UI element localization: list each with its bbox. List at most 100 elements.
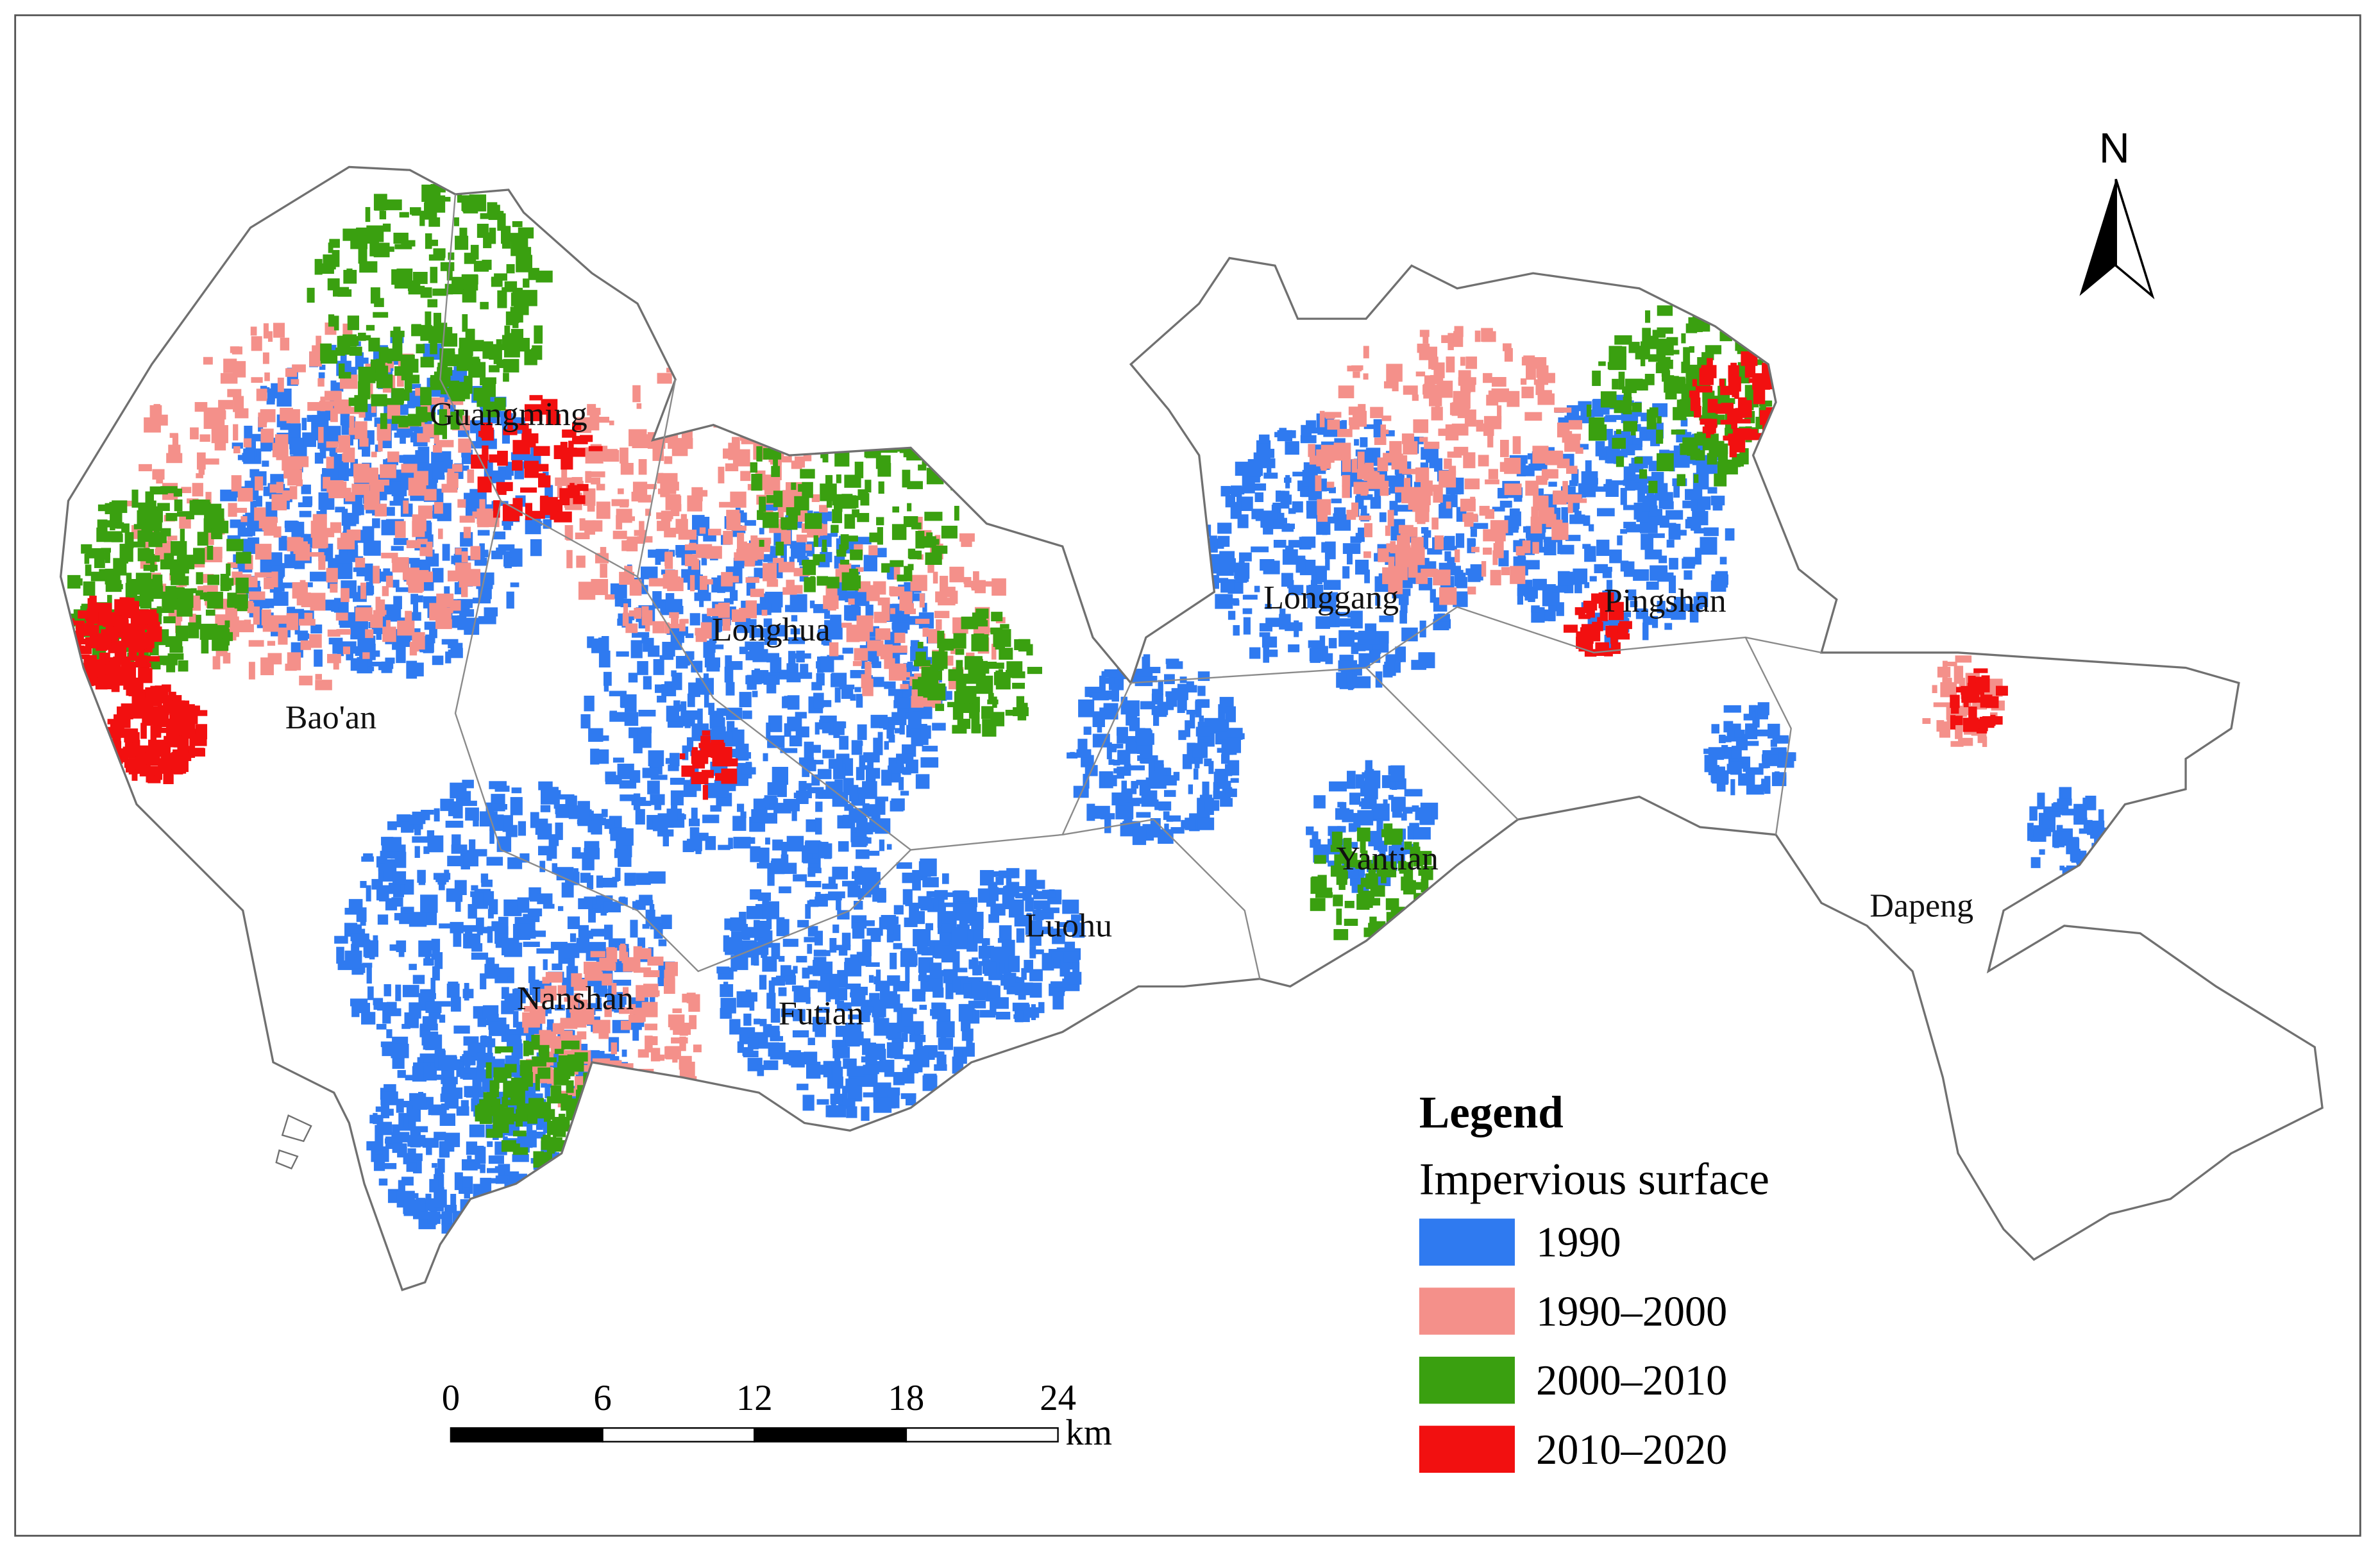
land-cover-patch: [919, 593, 925, 608]
land-cover-patch: [1757, 702, 1769, 716]
land-cover-patch: [307, 287, 315, 303]
land-cover-patch: [1319, 410, 1325, 428]
land-cover-patch: [564, 943, 580, 959]
land-cover-patch: [1716, 766, 1726, 778]
land-cover-patch: [1379, 616, 1394, 623]
land-cover-patch: [540, 805, 551, 812]
land-cover-patch: [670, 778, 685, 785]
land-cover-patch: [1168, 815, 1181, 822]
land-cover-patch: [791, 460, 802, 469]
land-cover-patch: [355, 421, 367, 439]
land-cover-patch: [503, 521, 512, 530]
land-cover-patch: [819, 505, 828, 513]
land-cover-patch: [671, 616, 679, 628]
land-cover-patch: [476, 583, 493, 589]
land-cover-patch: [815, 791, 823, 799]
land-cover-patch: [1353, 676, 1371, 689]
land-cover-patch: [591, 928, 606, 937]
land-cover-patch: [963, 983, 973, 999]
land-cover-patch: [434, 502, 443, 514]
land-cover-patch: [788, 637, 806, 644]
land-cover-patch: [292, 364, 306, 373]
land-cover-patch: [1575, 447, 1583, 454]
land-cover-patch: [473, 810, 479, 827]
land-cover-patch: [259, 510, 278, 518]
land-cover-patch: [1648, 533, 1665, 539]
land-cover-patch: [1431, 517, 1439, 530]
land-cover-patch: [382, 586, 389, 596]
land-cover-patch: [409, 1002, 421, 1019]
land-cover-patch: [103, 532, 115, 542]
land-cover-patch: [1346, 510, 1356, 520]
land-cover-patch: [890, 586, 905, 597]
land-cover-patch: [530, 539, 542, 557]
land-cover-patch: [232, 346, 242, 355]
land-cover-patch: [214, 436, 226, 451]
land-cover-patch: [797, 1084, 809, 1091]
land-cover-patch: [1336, 672, 1347, 688]
land-cover-patch: [403, 1115, 409, 1127]
land-cover-patch: [867, 850, 880, 856]
land-cover-patch: [1474, 330, 1481, 342]
land-cover-patch: [425, 1002, 442, 1013]
land-cover-patch: [385, 575, 393, 588]
land-cover-patch: [255, 476, 264, 491]
land-cover-patch: [407, 1135, 426, 1147]
land-cover-patch: [620, 501, 629, 508]
land-cover-patch: [668, 570, 675, 578]
land-cover-patch: [528, 966, 536, 984]
land-cover-patch: [950, 915, 955, 925]
land-cover-patch: [665, 593, 675, 612]
land-cover-patch: [199, 623, 218, 640]
land-cover-patch: [412, 521, 425, 537]
land-cover-patch: [1333, 442, 1351, 461]
land-cover-patch: [411, 324, 421, 332]
land-cover-patch: [1476, 419, 1483, 432]
land-cover-patch: [1745, 767, 1764, 775]
land-cover-patch: [495, 943, 509, 948]
land-cover-patch: [654, 1054, 665, 1061]
land-cover-patch: [2073, 803, 2088, 820]
land-cover-patch: [290, 546, 296, 558]
land-cover-patch: [1725, 528, 1735, 541]
land-cover-patch: [1089, 692, 1105, 698]
land-cover-patch: [856, 822, 874, 835]
land-cover-patch: [405, 610, 412, 628]
land-cover-patch: [489, 1029, 506, 1036]
land-cover-patch: [805, 880, 822, 887]
land-cover-patch: [410, 559, 428, 569]
land-cover-patch: [945, 982, 954, 1000]
land-cover-patch: [816, 673, 825, 686]
land-cover-patch: [1531, 605, 1540, 613]
land-cover-patch: [595, 997, 602, 1004]
land-cover-patch: [1358, 516, 1371, 521]
land-cover-patch: [612, 876, 619, 882]
land-cover-patch: [419, 212, 425, 226]
land-cover-patch: [1288, 644, 1300, 653]
land-cover-patch: [378, 896, 388, 901]
land-cover-patch: [398, 419, 409, 428]
land-cover-patch: [1308, 444, 1315, 457]
land-cover-patch: [660, 483, 670, 498]
land-cover-patch: [1136, 780, 1154, 785]
land-cover-patch: [383, 604, 391, 610]
land-cover-patch: [457, 615, 465, 630]
land-cover-patch: [818, 628, 824, 637]
land-cover-patch: [169, 567, 182, 576]
land-cover-patch: [711, 717, 725, 727]
land-cover-patch: [1768, 723, 1780, 739]
land-cover-patch: [438, 451, 452, 464]
land-cover-patch: [630, 640, 643, 658]
land-cover-patch: [688, 994, 700, 1012]
land-cover-patch: [1255, 510, 1273, 521]
land-cover-patch: [419, 547, 432, 557]
land-cover-patch: [1454, 326, 1464, 337]
land-cover-patch: [1285, 441, 1299, 455]
land-cover-patch: [392, 336, 403, 349]
land-cover-patch: [1548, 482, 1557, 487]
land-cover-patch: [1419, 437, 1428, 442]
land-cover-patch: [596, 501, 611, 519]
land-cover-patch: [441, 483, 458, 493]
land-cover-patch: [298, 502, 312, 508]
land-cover-patch: [759, 975, 767, 990]
